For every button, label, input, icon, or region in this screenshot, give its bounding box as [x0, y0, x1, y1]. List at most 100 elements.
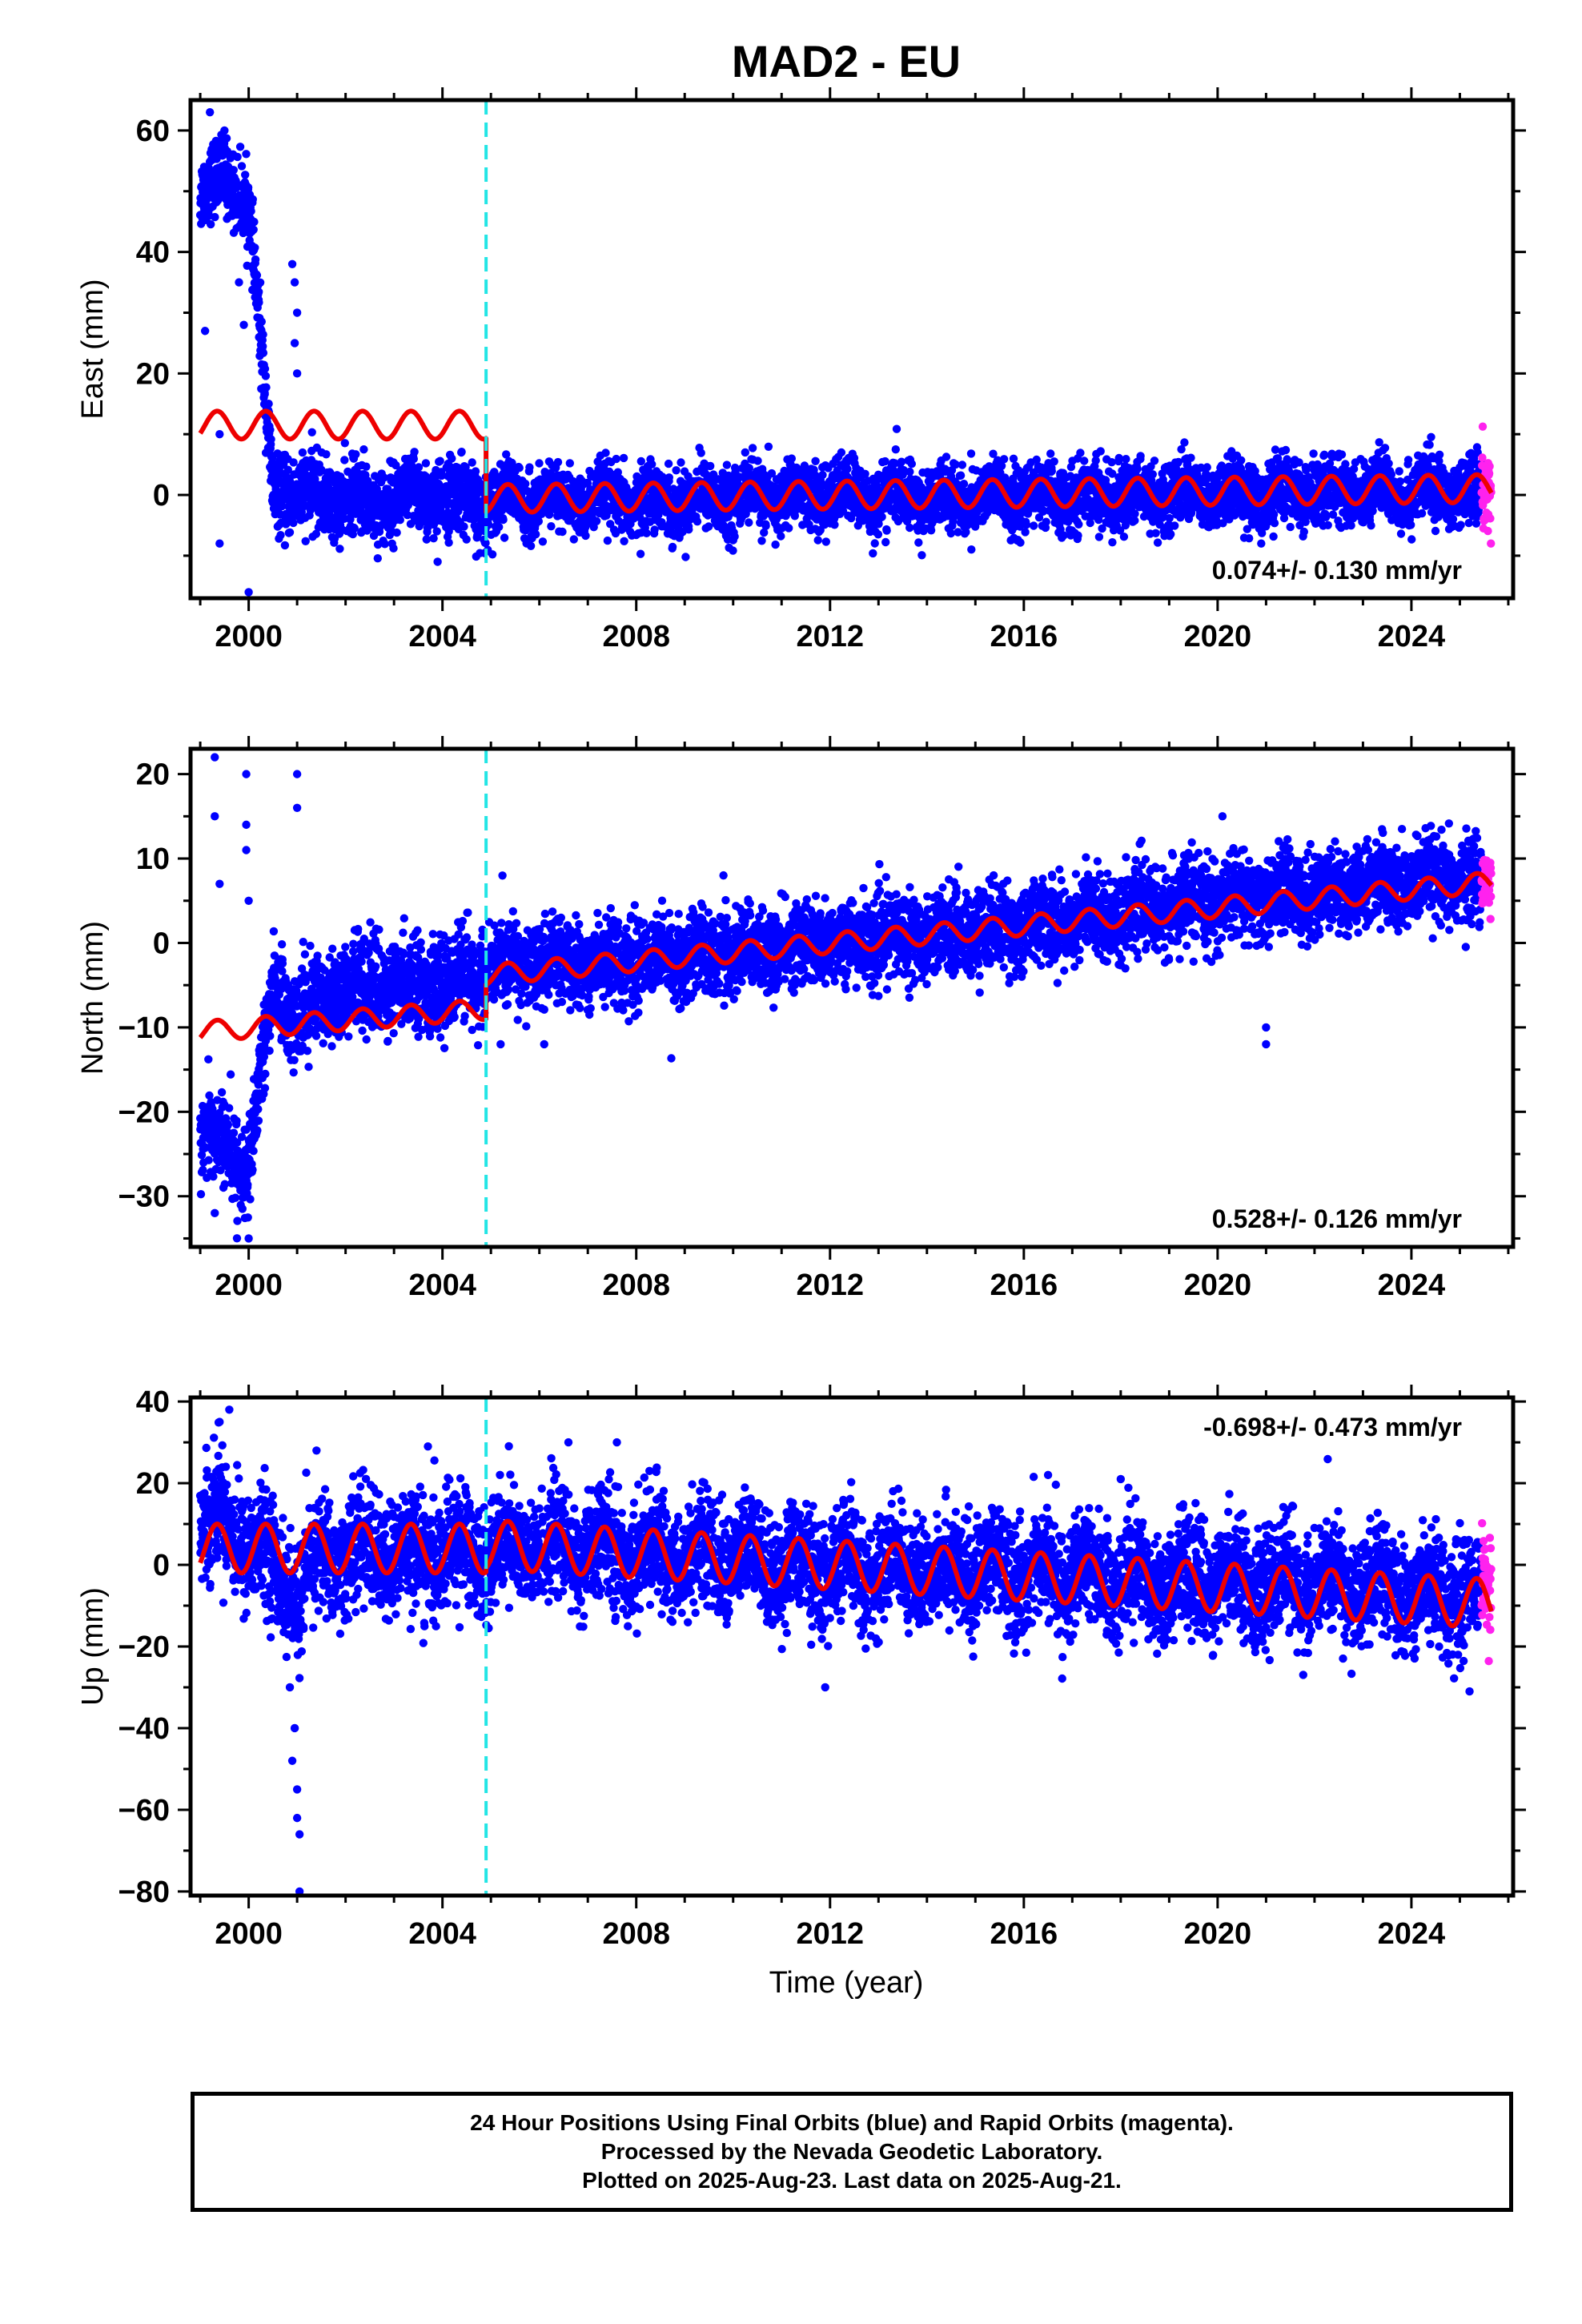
data-point	[362, 462, 371, 471]
data-point	[1074, 520, 1083, 529]
data-point	[532, 530, 540, 539]
data-point	[648, 460, 656, 468]
data-point	[359, 445, 368, 454]
data-point	[1203, 463, 1211, 472]
data-point	[1094, 533, 1104, 541]
data-point	[229, 166, 238, 175]
data-point	[730, 532, 739, 541]
data-point	[242, 150, 251, 159]
data-point	[1046, 449, 1055, 458]
data-point	[380, 540, 389, 549]
data-point	[705, 522, 713, 531]
data-point	[693, 517, 702, 526]
data-point	[581, 531, 590, 541]
data-point	[1170, 521, 1179, 530]
data-point	[592, 517, 601, 525]
data-point	[526, 541, 536, 550]
data-point	[558, 527, 567, 537]
data-point	[748, 444, 757, 452]
data-point	[891, 445, 901, 454]
data-point	[1076, 448, 1085, 457]
data-point	[1096, 447, 1105, 456]
data-point	[877, 513, 886, 521]
data-point	[298, 448, 307, 457]
data-point	[565, 459, 574, 468]
data-point	[525, 463, 534, 472]
data-point	[389, 544, 398, 553]
data-point	[685, 525, 693, 534]
data-point	[259, 330, 267, 339]
data-point	[722, 460, 732, 469]
data-point	[761, 521, 770, 530]
data-point	[636, 456, 645, 466]
data-point	[681, 553, 690, 561]
data-point	[642, 529, 651, 537]
data-point	[235, 143, 245, 151]
data-point	[1009, 454, 1018, 463]
plot-area	[195, 107, 1496, 597]
data-point	[1080, 456, 1089, 465]
data-point	[1022, 521, 1031, 529]
data-point	[1186, 453, 1195, 462]
data-point	[956, 471, 966, 480]
data-point	[811, 456, 820, 465]
data-point	[260, 364, 270, 373]
data-point	[869, 549, 877, 558]
data-point	[1119, 533, 1129, 541]
data-point	[999, 455, 1009, 464]
data-point	[436, 456, 444, 465]
data-point	[241, 171, 250, 179]
data-point	[252, 271, 262, 279]
data-point	[276, 531, 285, 540]
data-point	[821, 537, 831, 546]
data-point	[255, 278, 265, 287]
data-point	[619, 453, 628, 463]
data-point	[547, 522, 556, 531]
data-point	[495, 522, 504, 532]
data-point	[771, 540, 780, 549]
data-point	[247, 207, 255, 215]
data-point	[259, 342, 267, 351]
data-point	[373, 554, 382, 563]
data-point	[207, 219, 215, 229]
data-point	[285, 528, 295, 537]
data-point	[460, 522, 468, 531]
data-point	[262, 383, 271, 392]
data-point	[1166, 529, 1175, 539]
data-point	[322, 450, 331, 459]
data-point	[958, 460, 967, 469]
data-point	[946, 529, 956, 538]
data-point	[1047, 467, 1057, 476]
data-point	[757, 537, 766, 545]
data-point	[907, 460, 917, 468]
data-point	[706, 461, 715, 471]
data-point	[311, 474, 319, 484]
data-point	[250, 217, 259, 227]
data-point	[1050, 457, 1058, 466]
data-point	[1114, 453, 1123, 463]
data-point	[569, 535, 578, 544]
data-point	[601, 448, 610, 457]
data-point	[289, 458, 298, 467]
data-point	[917, 551, 926, 560]
data-point	[351, 450, 360, 459]
data-point	[414, 463, 424, 472]
data-point	[538, 537, 548, 546]
data-point	[1151, 529, 1160, 537]
data-point	[248, 285, 257, 295]
data-point	[664, 459, 673, 468]
data-point	[729, 546, 737, 555]
data-point	[818, 470, 827, 480]
data-point	[1133, 464, 1142, 473]
data-point	[499, 515, 508, 525]
data-point	[870, 539, 879, 548]
data-point	[251, 255, 260, 264]
data-point	[764, 442, 773, 451]
data-point	[612, 454, 620, 464]
data-point	[534, 517, 543, 526]
data-point	[255, 287, 263, 296]
data-point	[301, 537, 310, 545]
data-point	[260, 390, 269, 399]
data-point	[462, 535, 471, 544]
